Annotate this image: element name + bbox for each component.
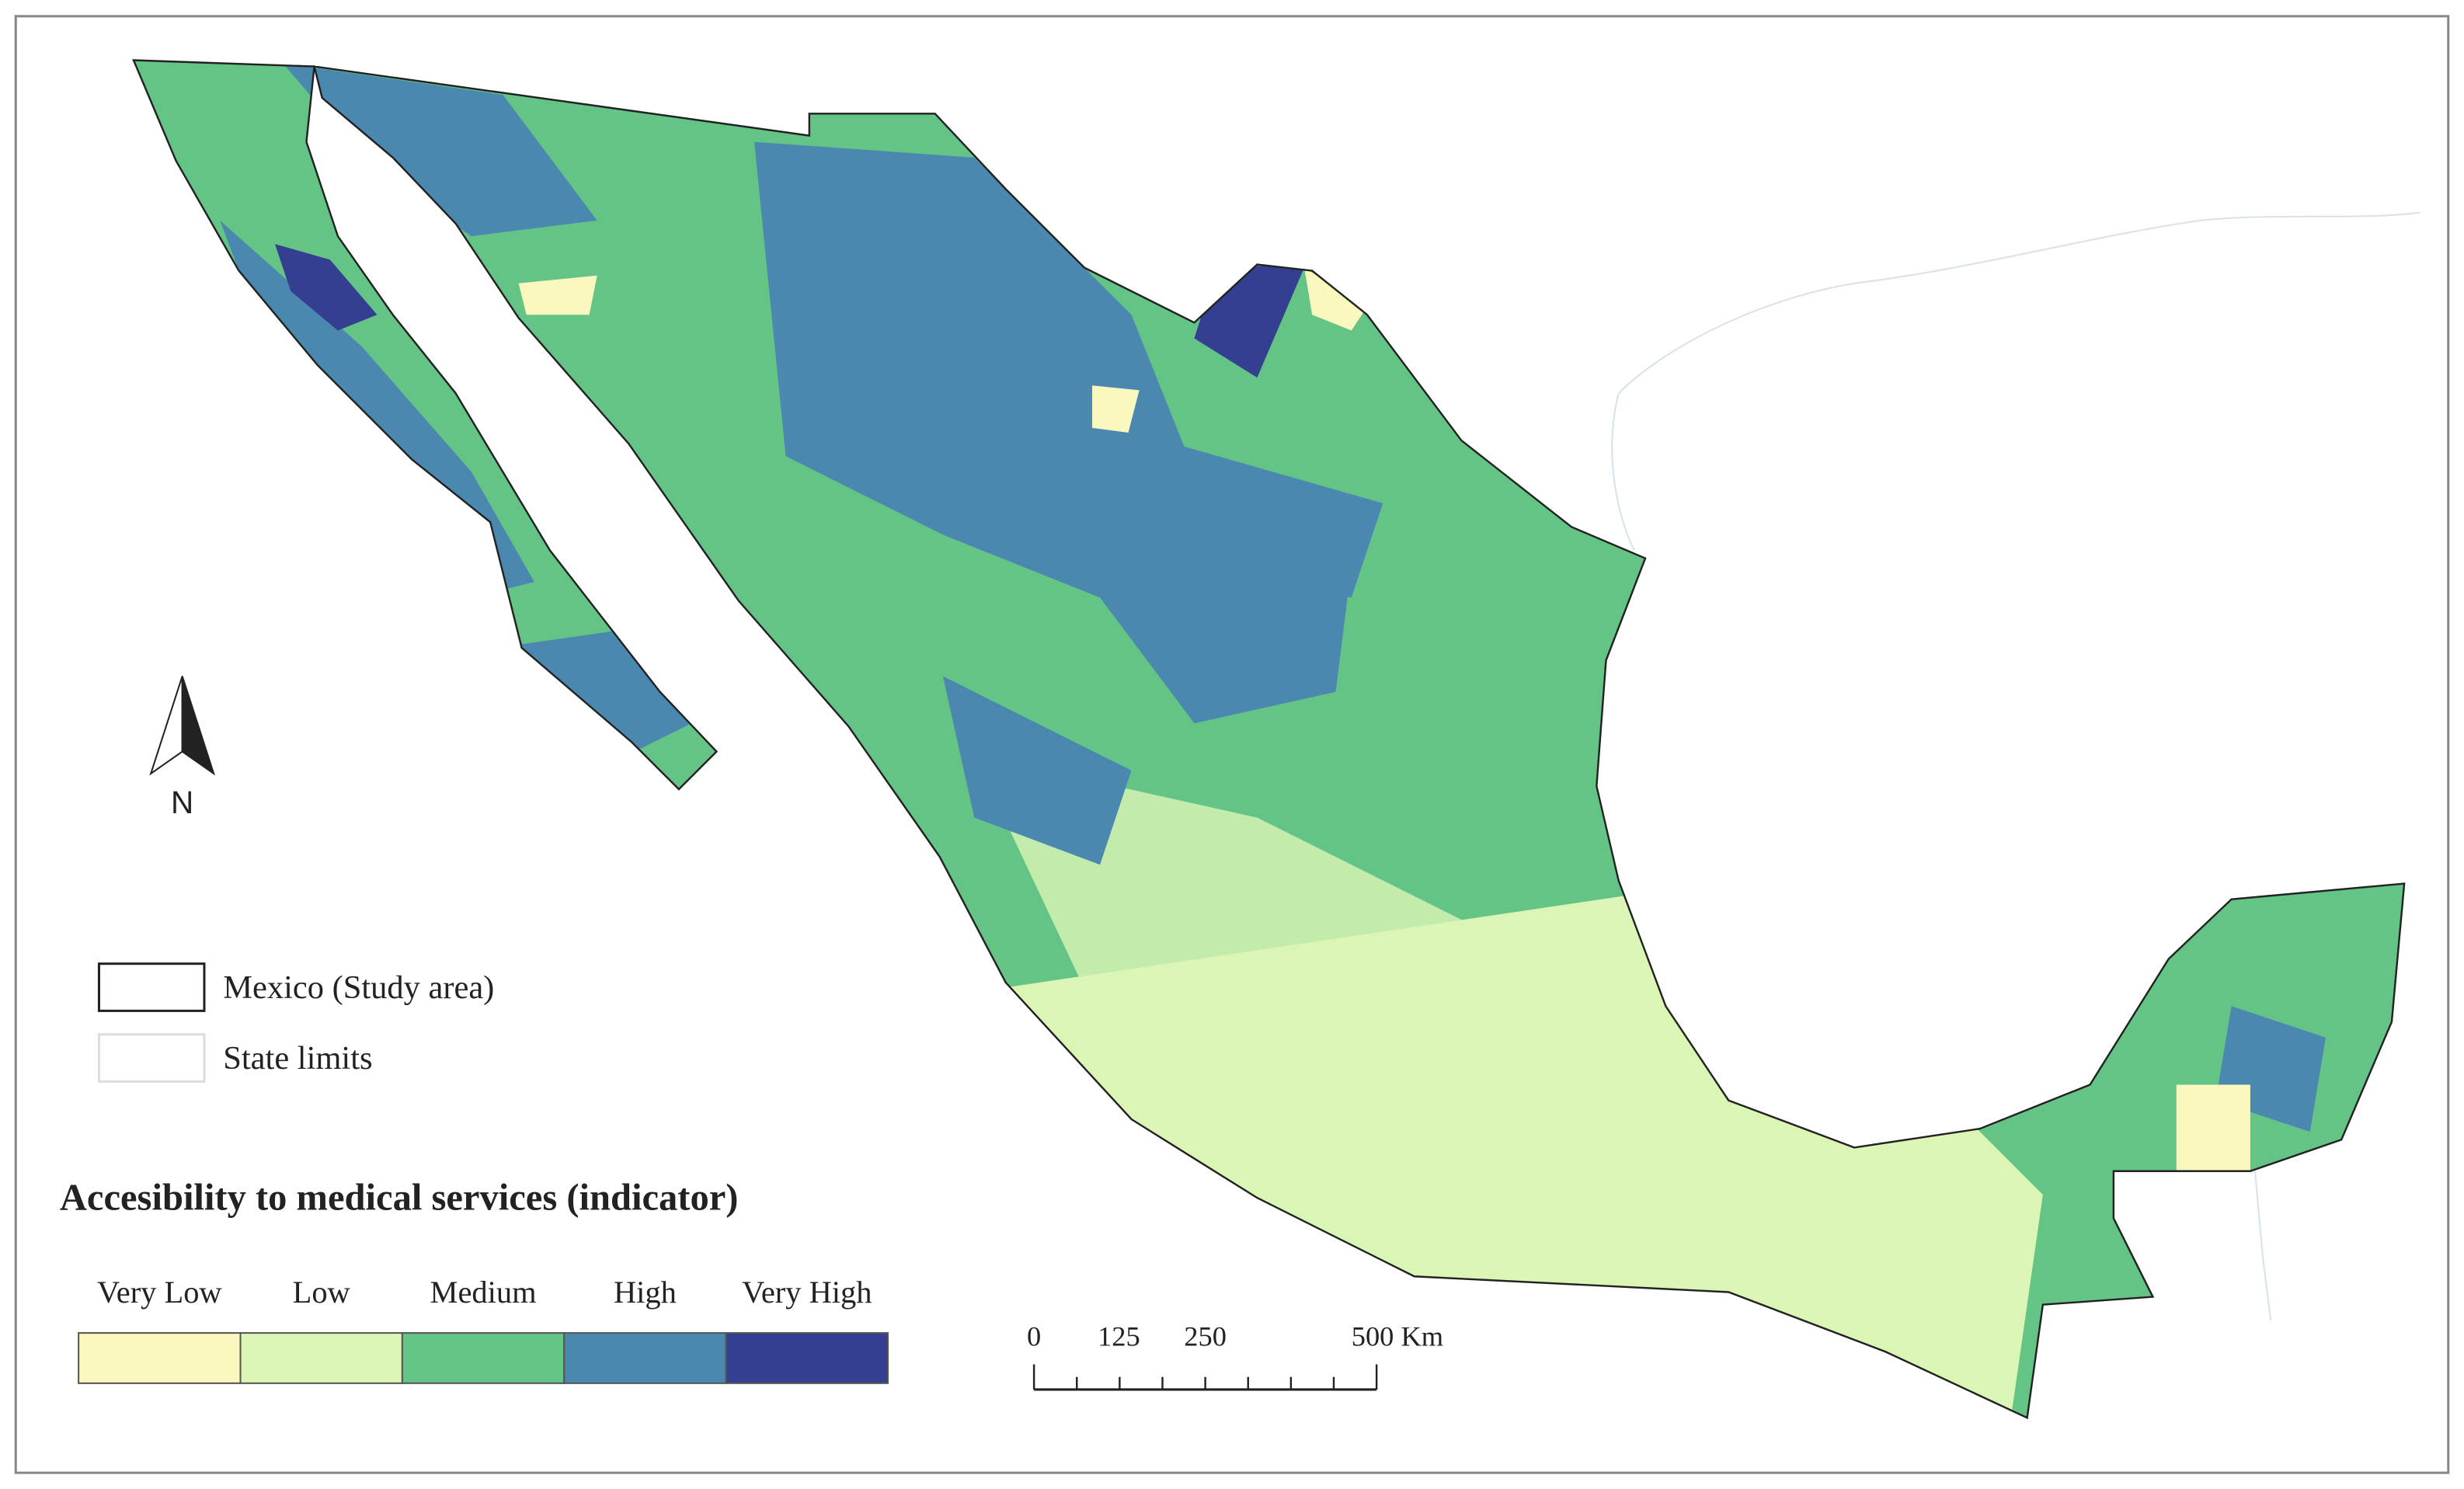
legend-class-label: Medium <box>430 1275 537 1310</box>
legend-class-label: High <box>614 1275 677 1310</box>
north-arrow <box>181 676 216 776</box>
region <box>1304 267 1367 331</box>
legend-class-swatch <box>78 1332 242 1384</box>
legend-class-swatch <box>725 1332 889 1384</box>
legend-class-swatch <box>563 1332 727 1384</box>
legend-swatch-states <box>97 1033 206 1083</box>
region <box>283 63 597 237</box>
scale-label: 125 <box>1098 1321 1140 1352</box>
legend-label: State limits <box>223 1040 372 1077</box>
scale-label: 0 <box>1027 1321 1041 1352</box>
region <box>754 141 1352 724</box>
legend-swatch-outline <box>97 962 206 1012</box>
north-label: N <box>171 785 193 820</box>
scale-label: 250 <box>1184 1321 1227 1352</box>
neighbor-coast <box>1617 211 2420 395</box>
scale-label: 500 Km <box>1352 1321 1443 1352</box>
region <box>1091 385 1140 433</box>
scale-bar: 0 125 250 500 Km <box>1027 1321 1443 1391</box>
legend-class-swatch <box>401 1332 566 1384</box>
legend-class-label: Very High <box>742 1275 872 1310</box>
region <box>275 244 378 331</box>
region <box>2176 1084 2250 1171</box>
legend-class-label: Very Low <box>97 1275 222 1310</box>
region <box>1162 440 1383 598</box>
legend-label: Mexico (Study area) <box>223 969 494 1006</box>
neighbor-coast <box>1611 393 1635 551</box>
class-legend: Very Low Low Medium High Very High <box>78 1275 889 1384</box>
neighbor-coast <box>2253 1171 2272 1321</box>
legend-class-swatch <box>239 1332 403 1384</box>
region <box>942 676 1132 865</box>
legend-title: Accesibility to medical services (indica… <box>60 1176 739 1218</box>
region <box>974 754 1571 1101</box>
legend-class-label: Low <box>293 1275 351 1310</box>
region <box>518 275 597 315</box>
